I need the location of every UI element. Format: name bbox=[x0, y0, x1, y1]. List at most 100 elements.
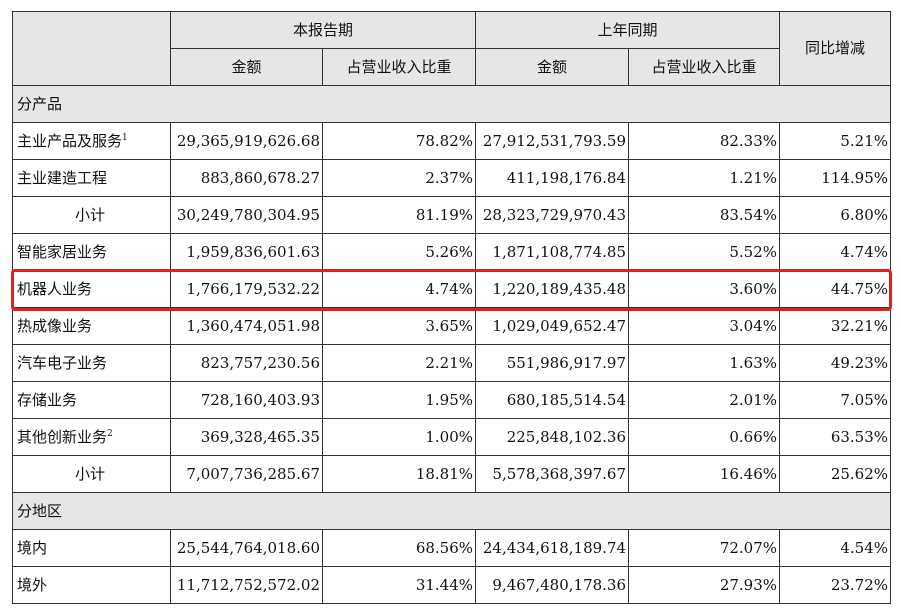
row-label: 其他创新业务2 bbox=[12, 418, 171, 456]
row-label-text: 汽车电子业务 bbox=[17, 353, 108, 372]
current-amount-cell: 728,160,403.93 bbox=[170, 381, 323, 419]
footnote-marker: 1 bbox=[122, 132, 128, 143]
corner-header-cell bbox=[12, 11, 171, 86]
prior-share-cell: 5.52% bbox=[628, 233, 781, 271]
current-amount-cell: 25,544,764,018.60 bbox=[170, 529, 323, 567]
current-amount-cell: 369,328,465.35 bbox=[170, 418, 323, 456]
row-label-text: 境外 bbox=[17, 575, 48, 594]
yoy-change-cell: 63.53% bbox=[779, 418, 892, 456]
table-row: 智能家居业务 1,959,836,601.63 5.26% 1,871,108,774… bbox=[12, 233, 892, 271]
table-row: 小计 30,249,780,304.95 81.19% 28,323,729,970.… bbox=[12, 196, 892, 234]
yoy-change-cell: 44.75% bbox=[779, 270, 892, 308]
table-row: 存储业务 728,160,403.93 1.95% 680,185,514.54 2.0… bbox=[12, 381, 892, 419]
yoy-change-cell: 32.21% bbox=[779, 307, 892, 345]
current-amount-cell: 7,007,736,285.67 bbox=[170, 455, 323, 493]
table-row: 主业产品及服务1 29,365,919,626.68 78.82% 27,912,53… bbox=[12, 122, 892, 160]
prior-amount-cell: 225,848,102.36 bbox=[475, 418, 630, 456]
section-row-by-region: 分地区 bbox=[11, 492, 892, 530]
row-label-text: 境内 bbox=[17, 538, 48, 557]
yoy-change-cell: 4.54% bbox=[779, 529, 892, 567]
prior-share-cell: 82.33% bbox=[628, 122, 781, 160]
row-label-text: 主业产品及服务 bbox=[17, 131, 123, 150]
footnote-marker: 2 bbox=[107, 428, 113, 439]
row-label: 小计 bbox=[12, 196, 171, 234]
yoy-change-cell: 25.62% bbox=[779, 455, 892, 493]
current-amount-cell: 1,959,836,601.63 bbox=[170, 233, 323, 271]
prior-amount-cell: 5,578,368,397.67 bbox=[475, 455, 630, 493]
row-label: 小计 bbox=[12, 455, 171, 493]
current-amount-cell: 1,766,179,532.22 bbox=[170, 270, 323, 308]
row-label-text: 智能家居业务 bbox=[17, 242, 108, 261]
yoy-change-cell: 4.74% bbox=[779, 233, 892, 271]
current-period-header: 本报告期 bbox=[169, 11, 477, 49]
current-share-cell: 81.19% bbox=[321, 196, 477, 234]
row-label-text: 机器人业务 bbox=[17, 279, 93, 298]
row-label-text: 小计 bbox=[75, 205, 106, 224]
current-share-cell: 2.37% bbox=[321, 159, 477, 197]
row-label-text: 热成像业务 bbox=[17, 316, 93, 335]
current-amount-header: 金额 bbox=[170, 48, 323, 86]
row-label: 境内 bbox=[12, 529, 171, 567]
row-label-text: 主业建造工程 bbox=[17, 168, 108, 187]
table-row: 机器人业务 1,766,179,532.22 4.74% 1,220,189,435.… bbox=[12, 270, 892, 308]
current-amount-cell: 1,360,474,051.98 bbox=[170, 307, 323, 345]
current-share-cell: 5.26% bbox=[321, 233, 477, 271]
table-row: 境外 11,712,752,572.02 31.44% 9,467,480,178.3… bbox=[12, 566, 892, 604]
prior-amount-cell: 680,185,514.54 bbox=[475, 381, 630, 419]
current-amount-cell: 11,712,752,572.02 bbox=[170, 566, 323, 604]
table-row: 主业建造工程 883,860,678.27 2.37% 411,198,176.84 1… bbox=[12, 159, 892, 197]
prior-amount-cell: 9,467,480,178.36 bbox=[475, 566, 630, 604]
current-share-cell: 78.82% bbox=[321, 122, 477, 160]
section-label-by-product: 分产品 bbox=[11, 85, 892, 123]
row-label: 境外 bbox=[12, 566, 171, 604]
prior-amount-cell: 28,323,729,970.43 bbox=[475, 196, 630, 234]
current-share-cell: 2.21% bbox=[321, 344, 477, 382]
prior-amount-cell: 551,986,917.97 bbox=[475, 344, 630, 382]
current-amount-cell: 883,860,678.27 bbox=[170, 159, 323, 197]
row-label: 热成像业务 bbox=[12, 307, 171, 345]
yoy-change-cell: 7.05% bbox=[779, 381, 892, 419]
prior-share-cell: 27.93% bbox=[628, 566, 781, 604]
current-share-cell: 68.56% bbox=[321, 529, 477, 567]
table-row: 其他创新业务2 369,328,465.35 1.00% 225,848,102.36… bbox=[12, 418, 892, 456]
row-label-text: 其他创新业务 bbox=[17, 427, 108, 446]
current-amount-cell: 30,249,780,304.95 bbox=[170, 196, 323, 234]
prior-amount-cell: 411,198,176.84 bbox=[475, 159, 630, 197]
yoy-change-cell: 5.21% bbox=[779, 122, 892, 160]
row-label: 智能家居业务 bbox=[12, 233, 171, 271]
prior-amount-header: 金额 bbox=[475, 48, 630, 86]
prior-period-header: 上年同期 bbox=[475, 11, 781, 49]
prior-share-cell: 3.60% bbox=[628, 270, 781, 308]
current-share-cell: 1.00% bbox=[321, 418, 477, 456]
yoy-change-cell: 49.23% bbox=[779, 344, 892, 382]
table-row: 境内 25,544,764,018.60 68.56% 24,434,618,189.… bbox=[12, 529, 892, 567]
prior-amount-cell: 1,220,189,435.48 bbox=[475, 270, 630, 308]
prior-share-cell: 1.21% bbox=[628, 159, 781, 197]
prior-share-cell: 1.63% bbox=[628, 344, 781, 382]
prior-share-cell: 83.54% bbox=[628, 196, 781, 234]
table-row: 热成像业务 1,360,474,051.98 3.65% 1,029,049,652.… bbox=[12, 307, 892, 345]
row-label: 汽车电子业务 bbox=[12, 344, 171, 382]
revenue-breakdown-table: 本报告期 上年同期 同比增减 金额 占营业收入比重 金额 占营业收入比重 分产品… bbox=[11, 11, 892, 604]
row-label-text: 小计 bbox=[75, 464, 106, 483]
table-row: 小计 7,007,736,285.67 18.81% 5,578,368,397.67… bbox=[12, 455, 892, 493]
prior-amount-cell: 1,029,049,652.47 bbox=[475, 307, 630, 345]
section-label-by-region: 分地区 bbox=[11, 492, 892, 530]
yoy-change-header: 同比增减 bbox=[779, 11, 892, 86]
prior-share-header: 占营业收入比重 bbox=[628, 48, 781, 86]
current-share-cell: 4.74% bbox=[321, 270, 477, 308]
row-label: 机器人业务 bbox=[12, 270, 171, 308]
prior-share-cell: 2.01% bbox=[628, 381, 781, 419]
prior-amount-cell: 1,871,108,774.85 bbox=[475, 233, 630, 271]
current-amount-cell: 823,757,230.56 bbox=[170, 344, 323, 382]
prior-share-cell: 0.66% bbox=[628, 418, 781, 456]
prior-share-cell: 3.04% bbox=[628, 307, 781, 345]
yoy-change-cell: 114.95% bbox=[779, 159, 892, 197]
prior-share-cell: 16.46% bbox=[628, 455, 781, 493]
table-row: 汽车电子业务 823,757,230.56 2.21% 551,986,917.97 1… bbox=[12, 344, 892, 382]
current-share-cell: 18.81% bbox=[321, 455, 477, 493]
current-share-cell: 3.65% bbox=[321, 307, 477, 345]
prior-amount-cell: 27,912,531,793.59 bbox=[475, 122, 630, 160]
prior-amount-cell: 24,434,618,189.74 bbox=[475, 529, 630, 567]
current-share-cell: 31.44% bbox=[321, 566, 477, 604]
